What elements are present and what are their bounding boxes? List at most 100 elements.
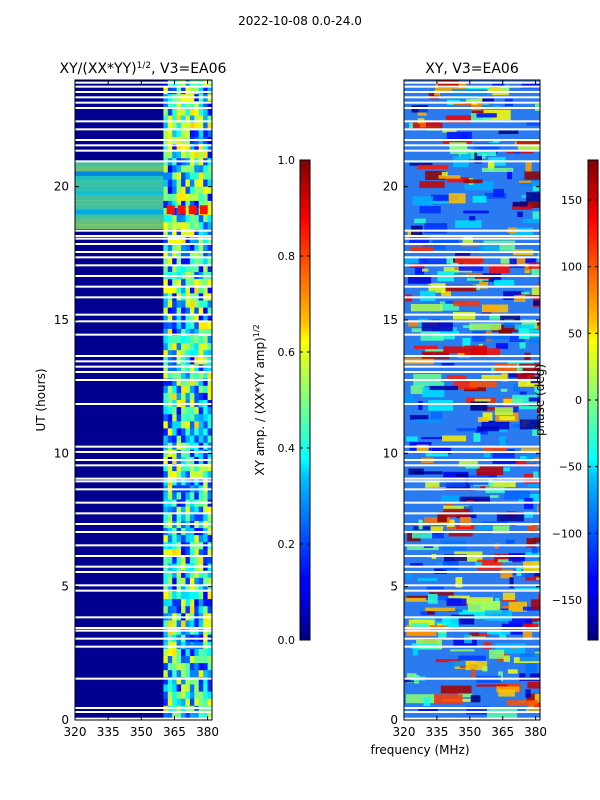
phase-cell xyxy=(428,593,438,604)
phase-cell xyxy=(481,420,510,430)
amplitude-cell xyxy=(207,122,212,131)
phase-cell xyxy=(469,632,480,637)
flagged-row xyxy=(75,717,212,720)
x-tick-label: 350 xyxy=(458,725,481,739)
amplitude-cell xyxy=(185,115,191,124)
amplitude-cell xyxy=(167,584,173,593)
phase-cell xyxy=(503,467,510,472)
phase-cell xyxy=(423,621,453,625)
amplitude-cell xyxy=(189,343,195,351)
flagged-row xyxy=(75,501,212,504)
amplitude-cell xyxy=(194,392,200,401)
amplitude-cell xyxy=(198,378,204,387)
amplitude-cell xyxy=(198,307,204,316)
amplitude-cell xyxy=(75,219,164,225)
amplitude-cell xyxy=(207,684,212,692)
amplitude-cell xyxy=(194,151,200,159)
amplitude-cell xyxy=(181,407,186,415)
amplitude-cell xyxy=(194,385,200,394)
amplitude-cell xyxy=(203,172,208,180)
phase-cell xyxy=(528,483,540,488)
amplitude-cell xyxy=(176,705,182,714)
amplitude-cell xyxy=(176,264,182,273)
amplitude-cell xyxy=(167,250,173,259)
phase-cell xyxy=(483,642,492,649)
amplitude-cell xyxy=(163,172,169,180)
phase-cell xyxy=(487,708,518,719)
amplitude-cell xyxy=(185,144,191,152)
flagged-row xyxy=(75,251,212,253)
flagged-row xyxy=(75,96,212,99)
amplitude-cell xyxy=(185,492,191,500)
amplitude-cell xyxy=(167,200,173,209)
amplitude-cell xyxy=(167,449,173,458)
amplitude-cell xyxy=(172,243,177,252)
phase-cell xyxy=(508,617,532,626)
amplitude-cell xyxy=(163,648,169,657)
amplitude-cell xyxy=(181,307,186,316)
amplitude-cell xyxy=(207,492,212,500)
amplitude-cell xyxy=(198,606,204,614)
amplitude-cell xyxy=(181,435,186,444)
amplitude-cell xyxy=(172,250,177,259)
amplitude-flagged-rows xyxy=(75,81,212,720)
amplitude-cell xyxy=(198,385,204,394)
flagged-row xyxy=(75,229,212,232)
phase-cell xyxy=(474,522,492,530)
phase-cell xyxy=(498,130,519,134)
amplitude-cell xyxy=(203,691,208,700)
amplitude-cell xyxy=(176,428,182,436)
amplitude-cell xyxy=(207,215,212,223)
amplitude-cell xyxy=(189,122,195,131)
amplitude-cell xyxy=(176,364,182,372)
phase-cell xyxy=(459,496,490,503)
amplitude-cell xyxy=(172,648,177,657)
amplitude-cell xyxy=(203,449,208,458)
amplitude-cell xyxy=(172,307,177,316)
amplitude-cell xyxy=(176,129,182,138)
phase-cell xyxy=(503,490,531,500)
phase-cell xyxy=(533,471,540,479)
amplitude-cell xyxy=(172,378,177,387)
flagged-row xyxy=(404,296,540,299)
amplitude-cell xyxy=(176,151,182,159)
amplitude-cell xyxy=(176,122,182,131)
phase-cell xyxy=(503,655,510,662)
amplitude-cell xyxy=(185,200,191,209)
amplitude-cell xyxy=(203,80,208,88)
phase-cell xyxy=(435,659,461,663)
amplitude-cell xyxy=(203,606,208,614)
amplitude-cell xyxy=(189,215,195,223)
amplitude-cell xyxy=(198,435,204,444)
amplitude-cell xyxy=(167,321,173,330)
amplitude-panel: XY/(XX*YY)1/2, V3=EA06 320 335 350 365 380 0… xyxy=(34,61,227,739)
amplitude-cell xyxy=(172,115,177,124)
amplitude-cell xyxy=(207,378,212,387)
phase-cell xyxy=(516,370,535,380)
amplitude-cell xyxy=(167,599,173,607)
amplitude-cell xyxy=(189,656,195,664)
phase-cell xyxy=(493,188,504,197)
amplitude-cell xyxy=(198,193,204,202)
amplitude-cell xyxy=(194,506,200,515)
phase-cell xyxy=(515,587,540,591)
amplitude-cell xyxy=(176,421,182,429)
phase-cell xyxy=(413,341,423,345)
amplitude-cell xyxy=(207,101,212,109)
phase-cell xyxy=(406,572,413,580)
phase-cell xyxy=(483,109,511,121)
amplitude-cell xyxy=(167,364,173,372)
amplitude-colorbar-ticks: 0.0 0.2 0.4 0.6 0.8 1.0 xyxy=(278,154,310,647)
phase-x-axis: 320 335 350 365 380 xyxy=(393,80,547,739)
amplitude-cell xyxy=(176,236,182,244)
phase-cell xyxy=(473,432,481,442)
amplitude-cell xyxy=(181,677,186,685)
flagged-row xyxy=(404,243,540,245)
phase-cell xyxy=(516,139,540,146)
amplitude-cell xyxy=(167,300,173,308)
amplitude-cell xyxy=(172,179,177,188)
amplitude-cell xyxy=(181,151,186,159)
amplitude-cell xyxy=(203,506,208,515)
phase-cell xyxy=(442,139,472,144)
phase-cell xyxy=(448,609,463,613)
